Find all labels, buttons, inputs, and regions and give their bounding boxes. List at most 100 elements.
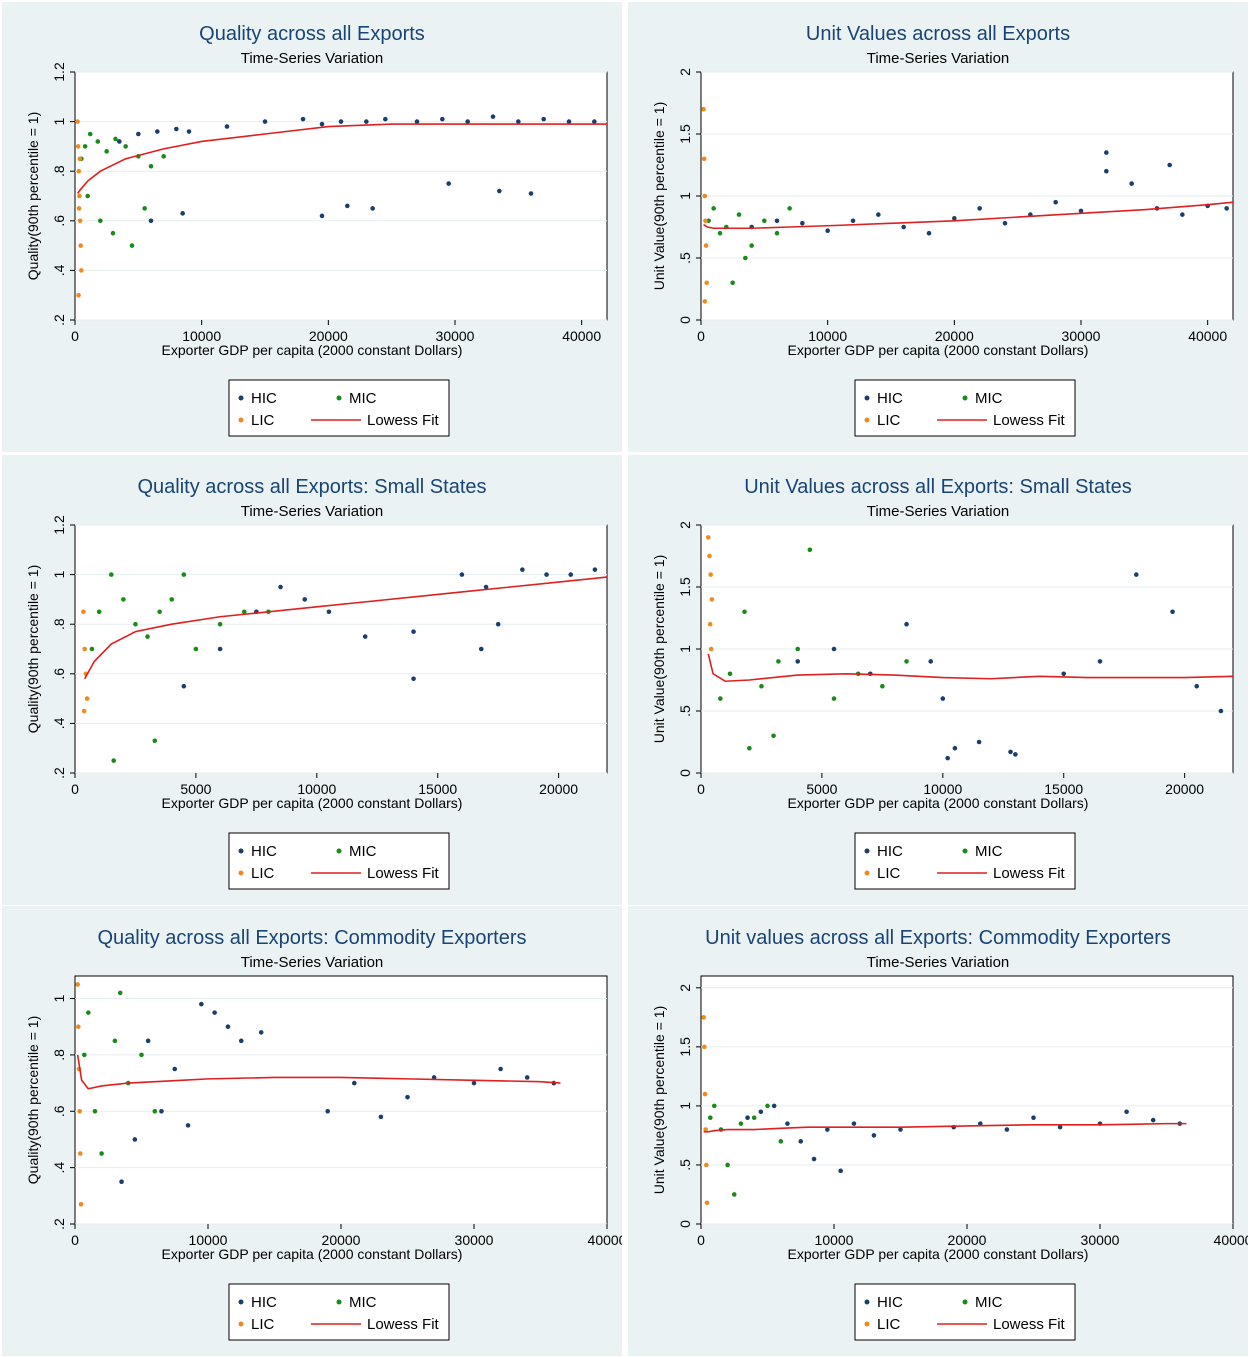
chart-subtitle: Time-Series Variation <box>241 50 384 67</box>
legend-swatch-dot <box>864 1299 870 1305</box>
point-hic <box>405 1094 410 1100</box>
x-tick-label: 10000 <box>808 328 847 344</box>
x-tick-label: 0 <box>697 328 705 344</box>
chart-panel-1: Quality across all Exports Time-Series Va… <box>2 2 622 452</box>
legend-swatch-dot <box>336 848 342 854</box>
point-hic <box>155 129 160 134</box>
point-lic <box>705 535 711 540</box>
chart-panel-3: Quality across all Exports: Small States… <box>2 455 622 905</box>
point-lic <box>75 119 80 124</box>
point-lic <box>82 646 87 652</box>
x-tick-label: 40000 <box>562 328 601 344</box>
point-lic <box>701 156 707 162</box>
plot-area <box>696 524 1234 778</box>
legend-label: HIC <box>251 390 277 407</box>
point-lic <box>703 1127 708 1132</box>
point-lic <box>78 1151 83 1156</box>
plot-background <box>74 524 608 774</box>
point-hic <box>378 1114 384 1120</box>
point-mic <box>96 609 102 615</box>
lowess-fit-line <box>76 1054 561 1090</box>
point-mic <box>86 1010 91 1015</box>
legend-label: MIC <box>349 390 377 407</box>
legend-label: Lowess Fit <box>993 1316 1066 1333</box>
legend: HIC MIC LIC Lowess Fit <box>854 832 1076 890</box>
point-hic <box>483 584 489 590</box>
legend-box <box>854 832 1076 890</box>
legend-label: Lowess Fit <box>993 865 1066 882</box>
y-axis-label: Unit Value(90th percentile = 1) <box>651 1006 667 1194</box>
point-lic <box>701 106 706 112</box>
point-hic <box>1057 1124 1063 1130</box>
legend-label: MIC <box>349 843 377 860</box>
point-mic <box>727 671 733 677</box>
x-tick-label: 30000 <box>436 328 475 344</box>
legend-swatch-dot <box>238 870 244 876</box>
point-mic <box>117 990 123 996</box>
y-tick-label: .8 <box>51 1049 67 1061</box>
point-hic <box>798 1139 804 1144</box>
chart-panel-4: Unit Values across all Exports: Small St… <box>628 455 1248 905</box>
x-tick-label: 0 <box>71 1232 79 1248</box>
y-tick-label: .5 <box>677 705 693 717</box>
x-tick-label: 20000 <box>935 328 974 344</box>
y-tick-label: 2 <box>677 521 693 529</box>
point-hic <box>497 188 502 194</box>
x-tick-label: 10000 <box>815 1232 854 1248</box>
point-mic <box>98 218 103 224</box>
x-tick-label: 0 <box>697 781 705 797</box>
chart-panel-5: Quality across all Exports: Commodity Ex… <box>2 906 622 1356</box>
point-hic <box>1078 208 1084 214</box>
x-tick-label: 20000 <box>322 1232 361 1248</box>
point-hic <box>952 216 957 221</box>
point-hic <box>1104 150 1109 155</box>
point-hic <box>1129 181 1134 186</box>
point-mic <box>169 597 175 602</box>
point-lic <box>702 1044 707 1050</box>
point-hic <box>1031 1115 1036 1121</box>
point-hic <box>1180 212 1185 217</box>
point-hic <box>136 131 141 137</box>
point-lic <box>81 609 86 615</box>
y-tick-label: 1.2 <box>51 515 67 535</box>
lowess-fit-line <box>703 201 1234 230</box>
point-hic <box>199 1001 204 1007</box>
point-mic <box>110 230 116 236</box>
lowess-fit-line <box>83 576 608 680</box>
y-tick-label: 0 <box>677 769 693 777</box>
x-tick-label: 0 <box>71 328 79 344</box>
y-tick-label: 1.5 <box>677 1037 693 1057</box>
point-hic <box>262 119 268 124</box>
point-lic <box>707 621 713 627</box>
point-mic <box>193 646 199 652</box>
point-mic <box>241 609 247 615</box>
chart-subtitle: Time-Series Variation <box>867 50 1010 67</box>
point-lic <box>703 243 709 248</box>
point-hic <box>825 228 830 234</box>
point-hic <box>300 116 306 122</box>
point-hic <box>117 139 122 144</box>
point-mic <box>774 230 780 236</box>
plot-background <box>74 71 608 321</box>
point-lic <box>75 144 81 149</box>
point-hic <box>471 1080 477 1086</box>
y-tick-label: 1 <box>677 192 693 200</box>
x-tick-label: 40000 <box>1214 1232 1248 1248</box>
point-hic <box>976 739 982 745</box>
legend-label: LIC <box>251 412 275 429</box>
chart-unitvalue-small-states: Unit Values across all Exports: Small St… <box>651 476 1234 890</box>
point-mic <box>731 1192 737 1197</box>
y-tick-label: .2 <box>51 1218 67 1230</box>
chart-title: Quality across all Exports <box>199 23 425 45</box>
point-hic <box>592 119 597 124</box>
point-mic <box>730 280 735 286</box>
chart-quality-all: Quality across all Exports Time-Series Va… <box>25 23 608 437</box>
point-hic <box>825 1127 830 1132</box>
legend-swatch-dot <box>864 417 870 423</box>
point-hic <box>1013 752 1018 757</box>
point-hic <box>876 212 881 217</box>
x-axis-label: Exporter GDP per capita (2000 constant D… <box>788 1246 1089 1262</box>
legend-label: MIC <box>975 843 1003 860</box>
point-hic <box>800 220 805 226</box>
point-hic <box>238 1038 244 1044</box>
